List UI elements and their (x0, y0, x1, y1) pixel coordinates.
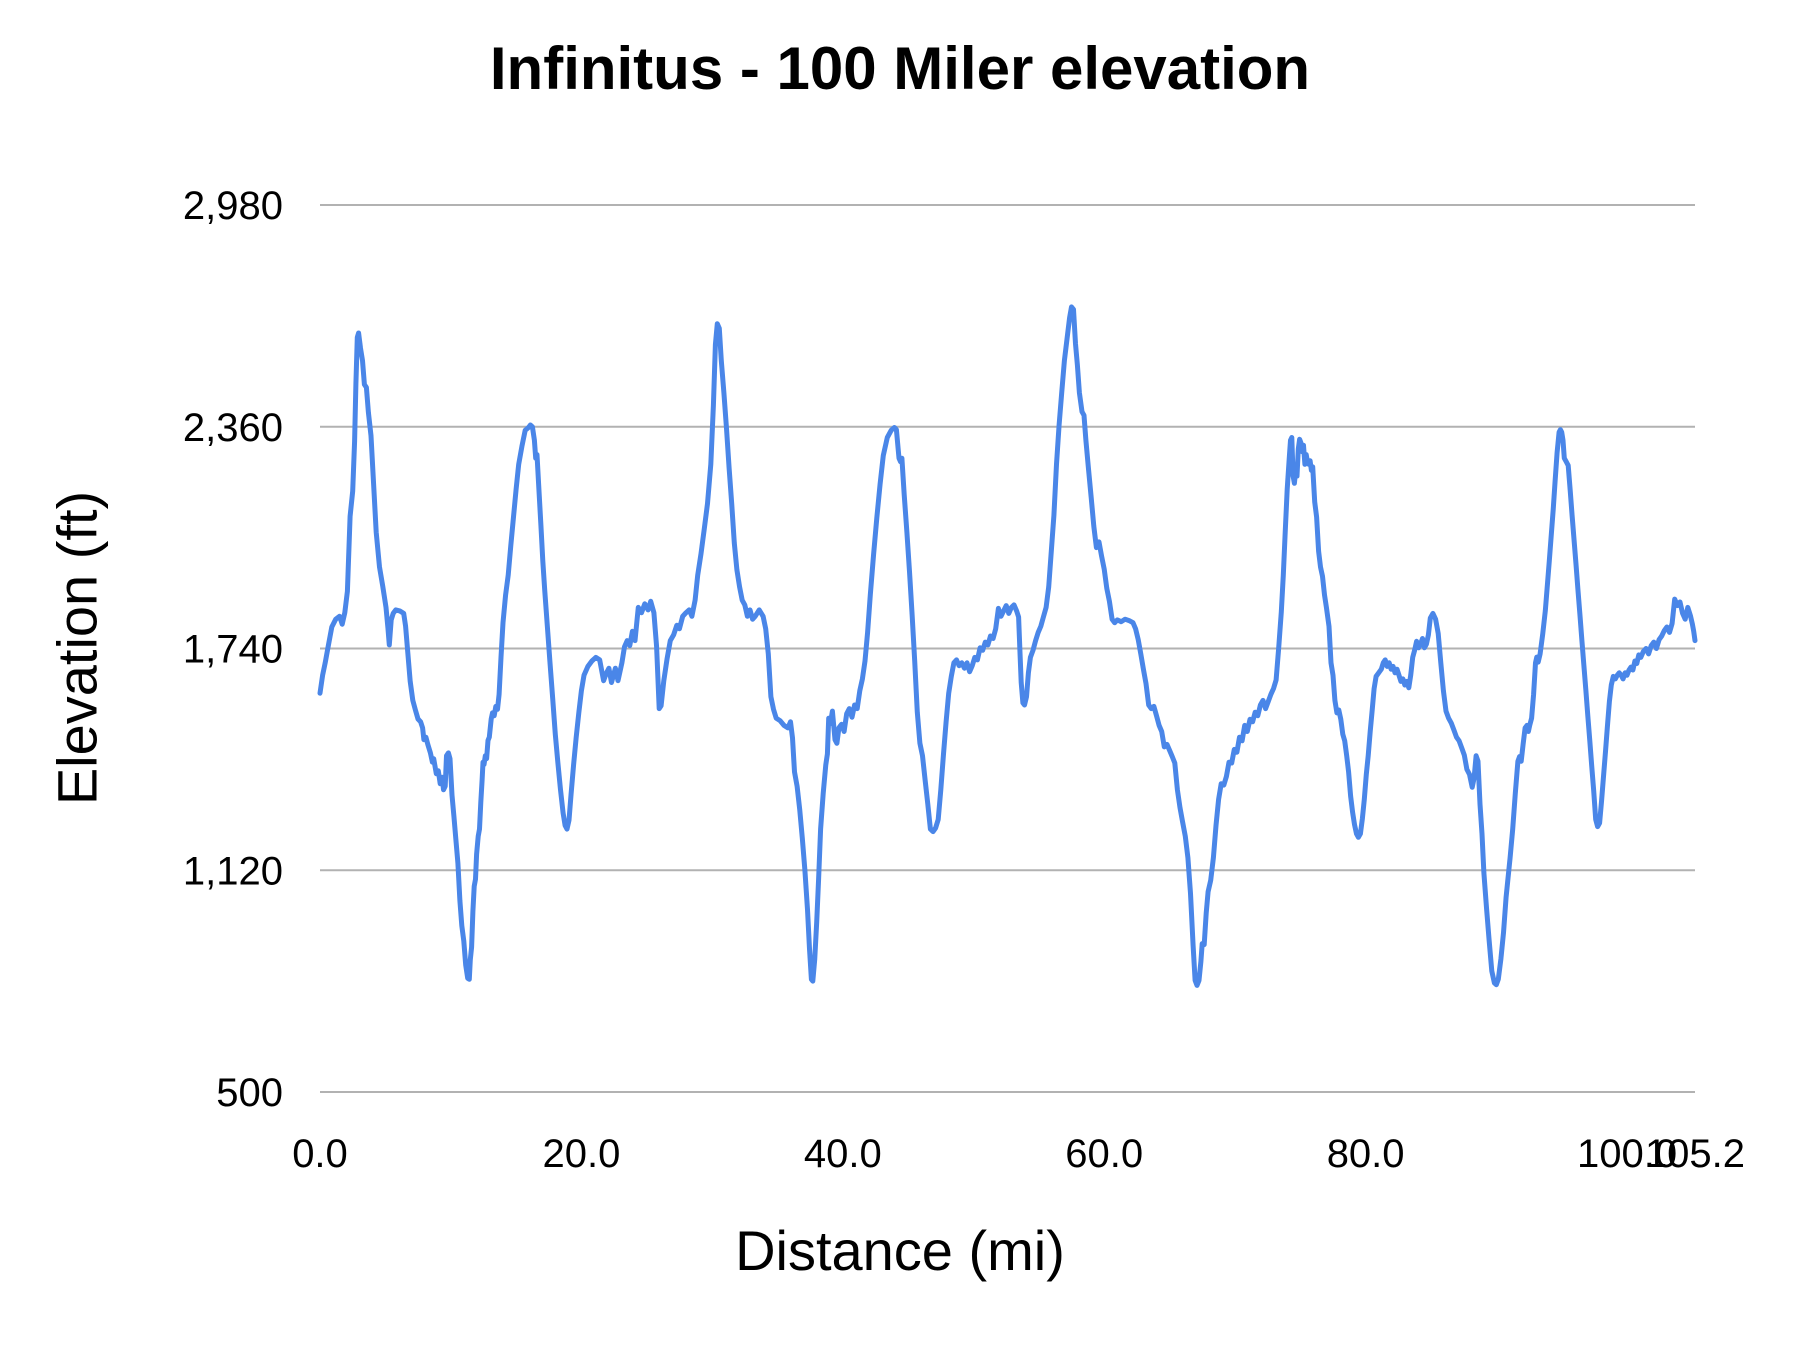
x-tick-label: 60.0 (1065, 1132, 1143, 1176)
y-tick-label: 1,120 (183, 849, 283, 893)
chart-title: Infinitus - 100 Miler elevation (489, 35, 1311, 102)
x-axis-title: Distance (mi) (735, 1219, 1065, 1282)
elevation-line-series (317, 304, 1698, 988)
x-tick-label: 40.0 (804, 1132, 882, 1176)
y-tick-label: 2,980 (183, 184, 283, 228)
y-tick-label: 2,360 (183, 406, 283, 450)
y-tick-label: 500 (216, 1071, 283, 1115)
x-tick-label: 0.0 (292, 1132, 348, 1176)
x-tick-label: 105.2 (1645, 1132, 1745, 1176)
y-tick-label: 1,740 (183, 628, 283, 672)
x-tick-label: 100.0 (1577, 1132, 1677, 1176)
x-tick-label: 80.0 (1327, 1132, 1405, 1176)
x-tick-label: 20.0 (542, 1132, 620, 1176)
y-tick-labels: 500 1,120 1,740 2,360 2,980 (183, 184, 283, 1115)
